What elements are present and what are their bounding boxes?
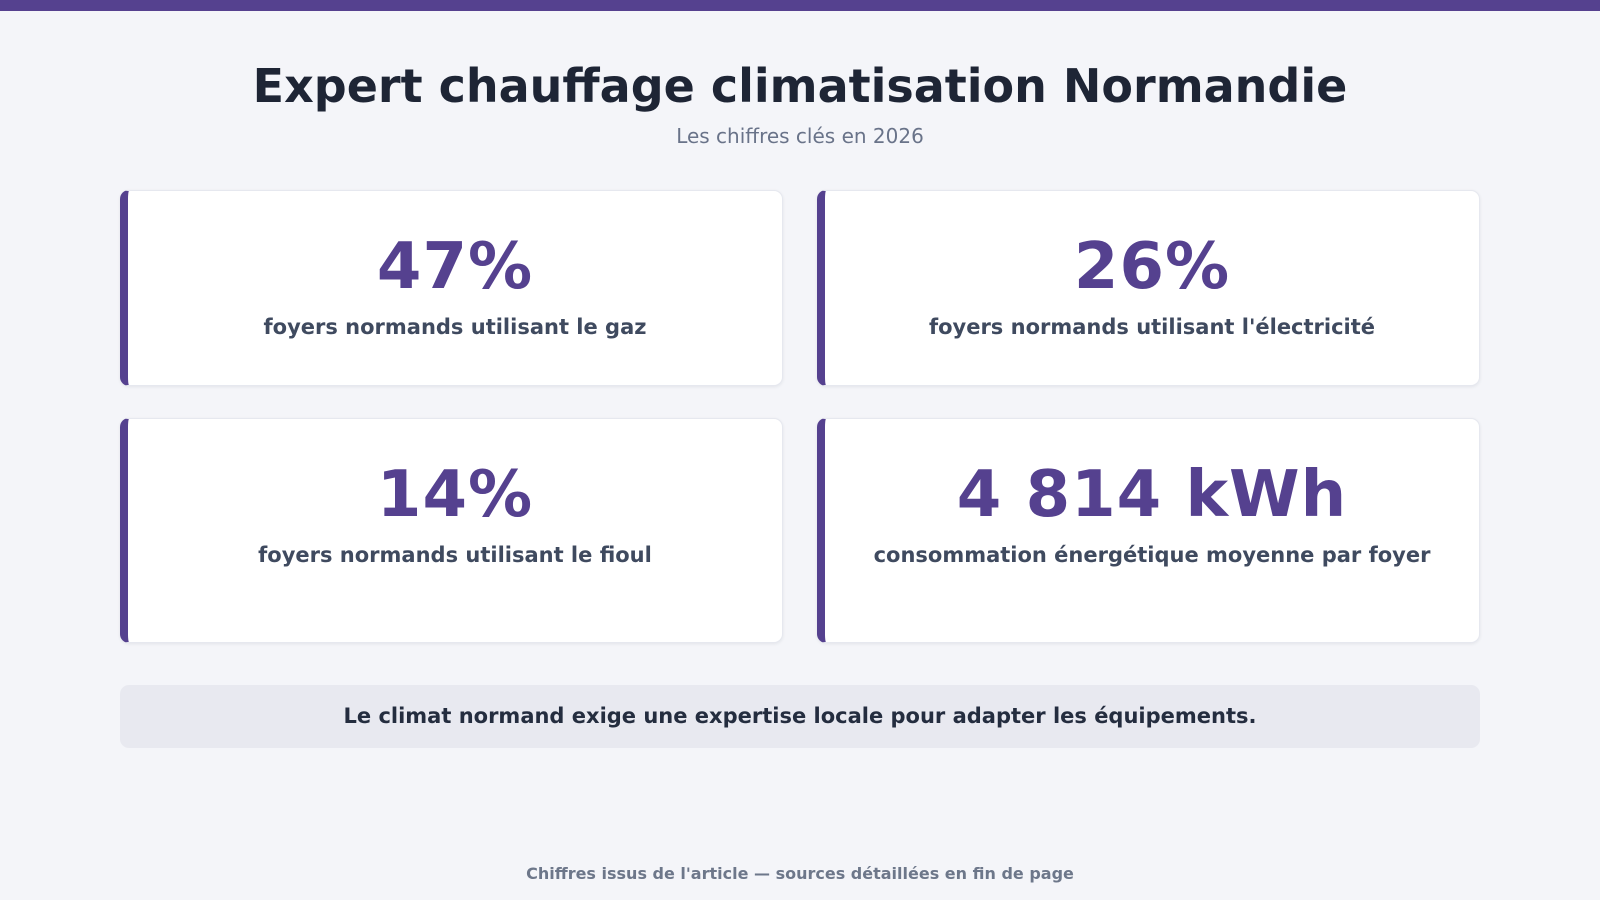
stat-card-consumption: 4 814 kWh consommation énergétique moyen… (817, 418, 1480, 643)
stat-label: consommation énergétique moyenne par foy… (873, 543, 1431, 567)
stat-value: 14% (376, 458, 534, 532)
stat-label: foyers normands utilisant le gaz (263, 315, 647, 339)
page-header: Expert chauffage climatisation Normandie… (0, 54, 1600, 150)
page-subtitle: Les chiffres clés en 2026 (676, 124, 924, 148)
stat-value: 47% (376, 230, 534, 304)
footer-source-note: Chiffres issus de l'article — sources dé… (526, 864, 1074, 883)
stat-card-fuel-oil: 14% foyers normands utilisant le fioul (120, 418, 783, 643)
top-accent-bar (0, 0, 1600, 11)
stat-label: foyers normands utilisant l'électricité (928, 315, 1376, 339)
stat-value: 4 814 kWh (956, 458, 1348, 532)
info-note: Le climat normand exige une expertise lo… (120, 685, 1480, 748)
stat-card-electricity: 26% foyers normands utilisant l'électric… (817, 190, 1480, 386)
stat-card-gas: 47% foyers normands utilisant le gaz (120, 190, 783, 386)
stat-label: foyers normands utilisant le fioul (258, 543, 652, 567)
stat-value: 26% (1073, 230, 1231, 304)
stats-grid: 47% foyers normands utilisant le gaz 26%… (120, 190, 1480, 643)
page-title: Expert chauffage climatisation Normandie (252, 59, 1348, 113)
